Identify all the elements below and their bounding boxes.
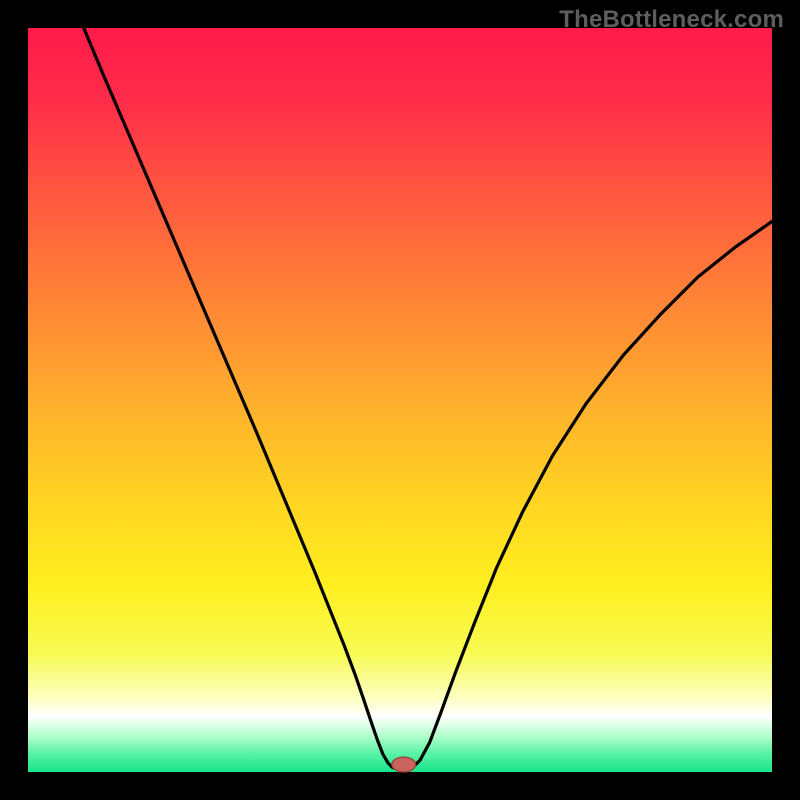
bottleneck-curve-chart [0, 0, 800, 800]
watermark-label: TheBottleneck.com [559, 6, 784, 34]
plot-background [28, 28, 772, 772]
optimum-marker [392, 757, 416, 772]
chart-frame [0, 0, 800, 800]
